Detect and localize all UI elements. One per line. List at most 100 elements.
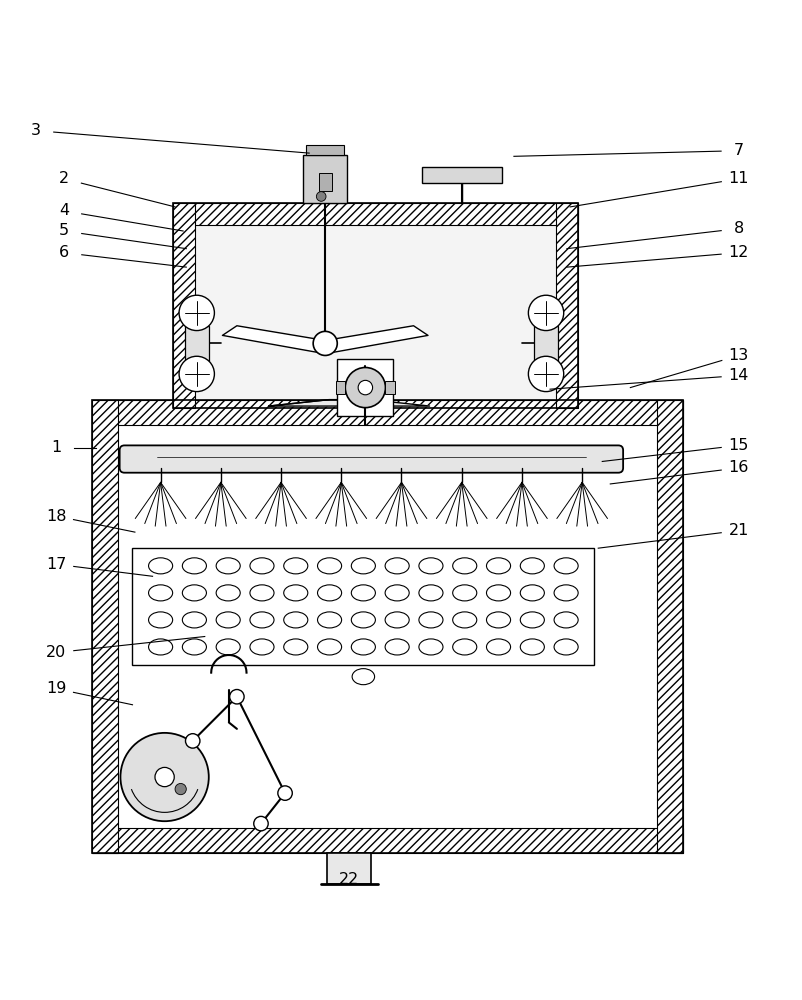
Ellipse shape: [486, 612, 510, 628]
Bar: [555, 203, 577, 408]
Bar: [533, 326, 557, 361]
Ellipse shape: [249, 558, 273, 574]
Ellipse shape: [350, 639, 375, 655]
Ellipse shape: [486, 558, 510, 574]
Ellipse shape: [553, 558, 577, 574]
Circle shape: [528, 356, 563, 392]
Ellipse shape: [350, 585, 375, 601]
Ellipse shape: [419, 639, 443, 655]
Text: 2: 2: [59, 171, 69, 186]
Bar: [132, 548, 593, 665]
Ellipse shape: [452, 639, 476, 655]
Bar: [92, 400, 682, 425]
Ellipse shape: [317, 585, 341, 601]
Ellipse shape: [385, 639, 409, 655]
Text: 15: 15: [727, 438, 748, 453]
Ellipse shape: [419, 585, 443, 601]
Bar: [195, 225, 555, 408]
Circle shape: [277, 786, 292, 800]
Ellipse shape: [148, 585, 172, 601]
Circle shape: [253, 816, 268, 831]
Ellipse shape: [520, 612, 544, 628]
Circle shape: [313, 331, 337, 355]
Ellipse shape: [553, 585, 577, 601]
Ellipse shape: [520, 558, 544, 574]
Ellipse shape: [486, 585, 510, 601]
Text: 6: 6: [59, 245, 69, 260]
Bar: [303, 155, 346, 203]
Bar: [118, 425, 656, 828]
Polygon shape: [269, 400, 429, 406]
Ellipse shape: [317, 558, 341, 574]
Bar: [318, 173, 331, 191]
Ellipse shape: [148, 558, 172, 574]
Text: 22: 22: [338, 872, 359, 887]
Ellipse shape: [148, 612, 172, 628]
Bar: [337, 359, 393, 416]
Ellipse shape: [317, 639, 341, 655]
Bar: [92, 400, 118, 853]
Circle shape: [528, 295, 563, 331]
Ellipse shape: [452, 612, 476, 628]
Ellipse shape: [419, 558, 443, 574]
Bar: [172, 203, 577, 225]
Text: 14: 14: [727, 368, 748, 383]
Ellipse shape: [520, 639, 544, 655]
Bar: [172, 203, 577, 408]
Text: 16: 16: [727, 460, 748, 475]
Bar: [92, 400, 682, 853]
Ellipse shape: [182, 558, 206, 574]
Ellipse shape: [553, 639, 577, 655]
Ellipse shape: [385, 558, 409, 574]
Circle shape: [229, 690, 244, 704]
Ellipse shape: [216, 612, 240, 628]
Circle shape: [175, 783, 186, 795]
Bar: [385, 381, 395, 394]
Text: 12: 12: [727, 245, 748, 260]
Circle shape: [316, 192, 326, 201]
Circle shape: [120, 733, 209, 821]
Ellipse shape: [452, 585, 476, 601]
Ellipse shape: [148, 639, 172, 655]
Ellipse shape: [486, 639, 510, 655]
Bar: [656, 400, 682, 853]
Text: 1: 1: [51, 440, 61, 455]
Circle shape: [155, 767, 174, 787]
Ellipse shape: [452, 558, 476, 574]
Text: 11: 11: [727, 171, 748, 186]
Ellipse shape: [182, 639, 206, 655]
Text: 20: 20: [46, 645, 67, 660]
Bar: [421, 167, 501, 183]
Text: 19: 19: [46, 681, 67, 696]
Bar: [172, 203, 195, 408]
Text: 3: 3: [31, 123, 41, 138]
Ellipse shape: [216, 585, 240, 601]
Ellipse shape: [351, 669, 374, 685]
Text: 7: 7: [733, 143, 743, 158]
Ellipse shape: [385, 612, 409, 628]
Circle shape: [358, 380, 372, 395]
Circle shape: [185, 734, 200, 748]
Text: 13: 13: [727, 348, 748, 363]
Ellipse shape: [182, 585, 206, 601]
Ellipse shape: [249, 585, 273, 601]
Circle shape: [179, 356, 214, 392]
Ellipse shape: [317, 612, 341, 628]
Ellipse shape: [419, 612, 443, 628]
Ellipse shape: [283, 585, 307, 601]
Polygon shape: [222, 326, 321, 353]
Bar: [184, 326, 209, 361]
Text: 21: 21: [727, 523, 748, 538]
Bar: [92, 828, 682, 853]
Bar: [327, 853, 371, 884]
FancyBboxPatch shape: [119, 445, 622, 473]
Ellipse shape: [553, 612, 577, 628]
Ellipse shape: [283, 558, 307, 574]
Ellipse shape: [283, 612, 307, 628]
Bar: [306, 145, 344, 155]
Ellipse shape: [283, 639, 307, 655]
Text: 4: 4: [59, 203, 69, 218]
Bar: [335, 381, 345, 394]
Ellipse shape: [249, 639, 273, 655]
Circle shape: [179, 295, 214, 331]
